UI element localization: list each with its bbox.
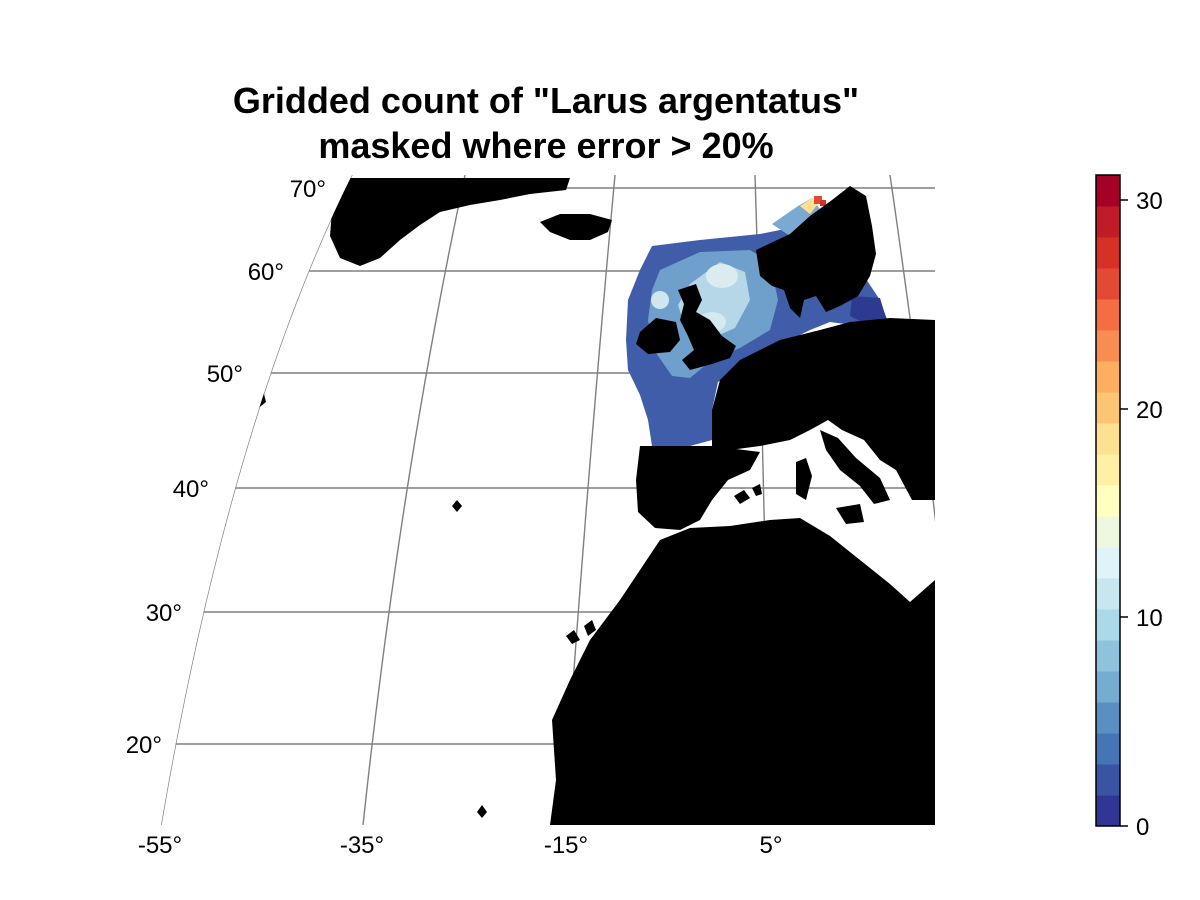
colorbar-band	[1096, 454, 1120, 486]
colorbar-bands	[1096, 175, 1120, 827]
iberia	[636, 446, 760, 530]
count-field-baltic	[850, 296, 886, 324]
iceland	[540, 214, 612, 240]
colorbar-label-0: 0	[1136, 814, 1149, 841]
colorbar-band	[1096, 640, 1120, 672]
great-britain	[678, 284, 736, 370]
colorbar-label-10: 10	[1136, 605, 1163, 632]
land-mask	[242, 178, 935, 825]
scandinavia	[756, 186, 876, 318]
colorbar-band	[1096, 392, 1120, 424]
colorbar-band	[1096, 702, 1120, 734]
cape-verde-island	[477, 805, 487, 818]
title-line-1: Gridded count of "Larus argentatus"	[232, 80, 860, 121]
colorbar-band	[1096, 795, 1120, 827]
title-line-2: masked where error > 20%	[318, 125, 774, 166]
colorbar-ticks	[1120, 199, 1128, 827]
canary-islands	[566, 620, 596, 644]
lat-label-20: 20°	[126, 732, 162, 759]
continental-europe	[712, 318, 935, 500]
colorbar-band	[1096, 330, 1120, 362]
meridian-minus55	[161, 175, 353, 825]
count-max-cell-2	[820, 200, 826, 206]
colorbar-band	[1096, 485, 1120, 517]
lat-label-60: 60°	[248, 259, 284, 286]
colorbar: 0 10 20 30	[1095, 174, 1163, 841]
colorbar-band	[1096, 547, 1120, 579]
colorbar-band	[1096, 175, 1120, 207]
italy	[820, 430, 890, 504]
count-max-cell	[814, 196, 822, 204]
colorbar-band	[1096, 361, 1120, 393]
meridian-minus35	[362, 175, 466, 825]
azores-island	[452, 500, 462, 512]
ireland	[636, 318, 680, 354]
colorbar-band	[1096, 733, 1120, 765]
newfoundland	[242, 378, 266, 410]
count-hotspot-1	[706, 264, 738, 288]
colorbar-band	[1096, 578, 1120, 610]
colorbar-label-20: 20	[1136, 397, 1163, 424]
colorbar-frame	[1095, 174, 1121, 827]
colorbar-band	[1096, 516, 1120, 548]
count-hotspot-2	[651, 291, 669, 309]
colorbar-band	[1096, 268, 1120, 300]
colorbar-band	[1096, 671, 1120, 703]
sardinia	[796, 458, 812, 500]
colorbar-band	[1096, 764, 1120, 796]
lon-label-minus55: -55°	[138, 832, 182, 859]
colorbar-band	[1096, 423, 1120, 455]
greenland	[330, 178, 570, 266]
colorbar-band	[1096, 609, 1120, 641]
colorbar-band	[1096, 237, 1120, 269]
lat-label-30: 30°	[146, 600, 182, 627]
latitude-labels: 70° 60° 50° 40° 30° 20°	[126, 176, 326, 759]
sicily	[836, 504, 864, 524]
lon-label-5: 5°	[760, 832, 783, 859]
lon-label-minus15: -15°	[544, 832, 588, 859]
colorbar-band	[1096, 299, 1120, 331]
lon-label-minus35: -35°	[340, 832, 384, 859]
chart-title: Gridded count of "Larus argentatus" mask…	[96, 78, 996, 168]
lat-label-40: 40°	[173, 476, 209, 503]
colorbar-label-30: 30	[1136, 188, 1163, 215]
africa	[550, 518, 935, 825]
longitude-labels: -55° -35° -15° 5°	[138, 832, 783, 859]
lat-label-50: 50°	[207, 361, 243, 388]
lat-label-70: 70°	[290, 176, 326, 203]
balearic-islands	[734, 484, 762, 504]
colorbar-band	[1096, 206, 1120, 238]
count-hotspot-north	[800, 198, 818, 214]
